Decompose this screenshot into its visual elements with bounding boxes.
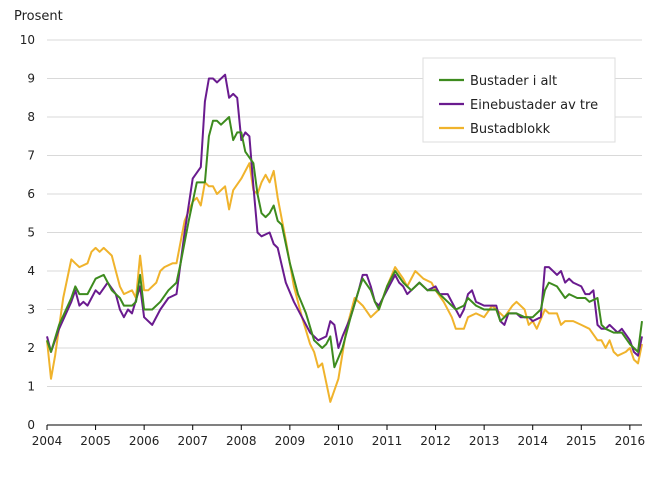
x-tick-label: 2011 xyxy=(372,434,403,448)
x-tick-label: 2013 xyxy=(469,434,500,448)
series-lines xyxy=(46,73,643,403)
x-tick-label: 2010 xyxy=(323,434,354,448)
y-tick-label: 8 xyxy=(27,110,35,124)
x-tick-label: 2004 xyxy=(32,434,63,448)
x-tick-label: 2012 xyxy=(420,434,451,448)
x-tick-label: 2005 xyxy=(80,434,111,448)
y-axis-title: Prosent xyxy=(14,9,63,24)
x-tick-label: 2009 xyxy=(275,434,306,448)
y-tick-label: 0 xyxy=(27,418,35,432)
series-line-bustader-i-alt xyxy=(46,116,643,369)
y-tick-label: 4 xyxy=(27,264,35,278)
x-tick-label: 2008 xyxy=(226,434,257,448)
y-tick-label: 3 xyxy=(27,303,35,317)
x-tick-label: 2014 xyxy=(517,434,548,448)
y-tick-label: 7 xyxy=(27,149,35,163)
x-tick-label: 2006 xyxy=(129,434,160,448)
y-tick-label: 1 xyxy=(27,380,35,394)
legend-label-einebustader-av-tre: Einebustader av tre xyxy=(470,98,598,113)
legend: Bustader i alt Einebustader av tre Busta… xyxy=(422,57,616,143)
x-axis: 2004 2005 2006 2007 2008 2009 2010 2011 2012 2013… xyxy=(32,425,645,448)
series-line-bustadblokk xyxy=(46,162,643,403)
y-tick-label: 5 xyxy=(27,226,35,240)
y-axis: 0 1 2 3 4 5 6 7 8 9 10 xyxy=(20,33,35,432)
x-tick-label: 2007 xyxy=(177,434,208,448)
legend-label-bustader-i-alt: Bustader i alt xyxy=(470,74,557,89)
y-tick-label: 9 xyxy=(27,72,35,86)
x-tick-label: 2016 xyxy=(615,434,646,448)
y-tick-label: 10 xyxy=(20,33,35,47)
legend-label-bustadblokk: Bustadblokk xyxy=(470,122,551,137)
y-tick-label: 6 xyxy=(27,187,35,201)
y-tick-label: 2 xyxy=(27,341,35,355)
legend-box xyxy=(422,57,616,143)
x-tick-label: 2015 xyxy=(566,434,597,448)
